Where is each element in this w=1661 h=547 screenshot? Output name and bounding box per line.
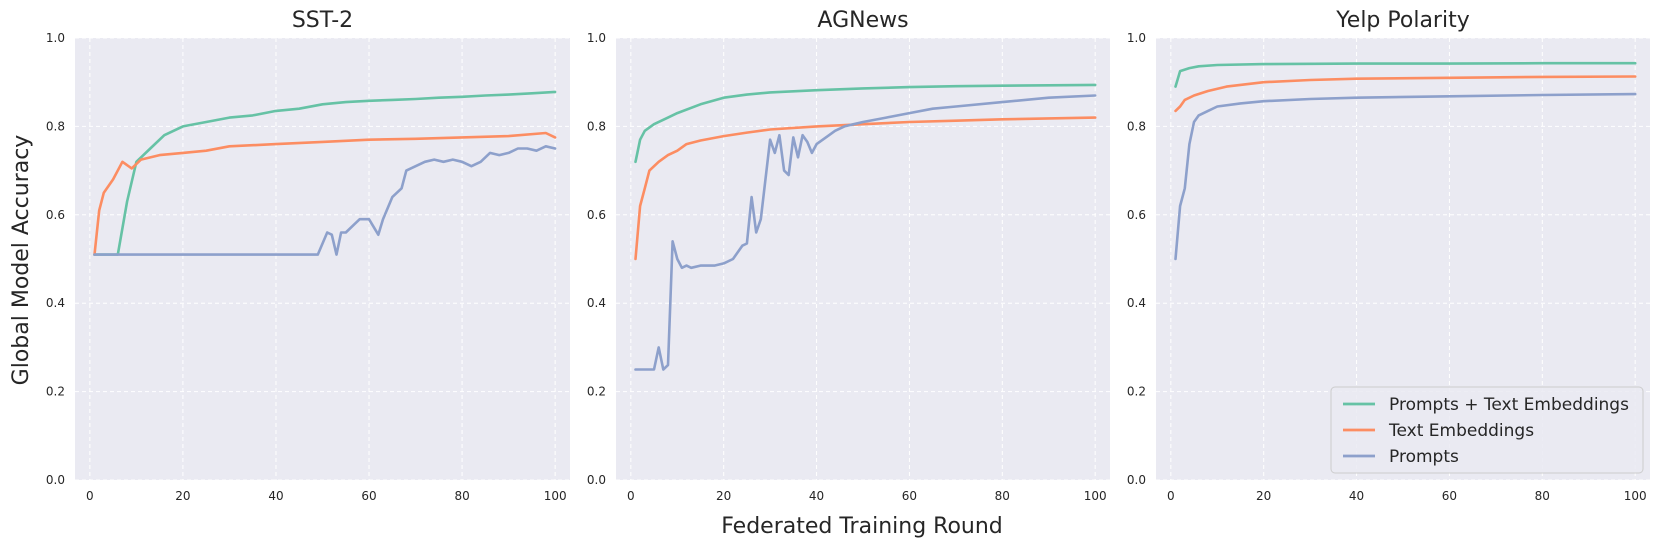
series-line-text-embeddings (1174, 75, 1637, 113)
x-tick-label: 60 (361, 489, 376, 503)
y-tick-label: 0.4 (587, 296, 606, 310)
x-tick-label: 100 (544, 489, 567, 503)
x-tick-label: 40 (1349, 489, 1364, 503)
series-line-text-embeddings (93, 131, 557, 256)
legend-box (1330, 386, 1644, 474)
x-tick-label: 60 (902, 489, 917, 503)
x-tick-label: 20 (1256, 489, 1271, 503)
legend-label: Text Embeddings (1388, 421, 1534, 441)
x-tick-label: 40 (268, 489, 283, 503)
series-line-prompts-text-embeddings (1174, 61, 1637, 88)
x-tick-label: 100 (1084, 489, 1107, 503)
legend-label: Prompts + Text Embeddings (1389, 395, 1629, 415)
y-tick-label: 0.4 (1127, 296, 1146, 310)
y-tick-label: 0.2 (46, 385, 65, 399)
plot-area (616, 38, 1110, 480)
series-line-prompts (634, 94, 1097, 371)
y-tick-label: 0.0 (1127, 473, 1146, 487)
y-tick-label: 1.0 (587, 31, 606, 45)
y-tick-label: 0.8 (1127, 119, 1146, 133)
x-tick-label: 60 (1442, 489, 1457, 503)
x-tick-label: 80 (454, 489, 469, 503)
y-tick-label: 0.6 (1127, 208, 1146, 222)
series-line-prompts-text-embeddings (634, 83, 1097, 164)
panel-title: SST-2 (292, 8, 353, 33)
x-axis-title: Federated Training Round (721, 514, 1003, 539)
series-line-text-embeddings (634, 116, 1097, 261)
panel-title: AGNews (817, 8, 908, 33)
y-tick-label: 1.0 (46, 31, 65, 45)
y-tick-label: 0.0 (587, 473, 606, 487)
y-tick-label: 0.8 (587, 119, 606, 133)
x-tick-label: 40 (809, 489, 824, 503)
y-tick-label: 0.6 (587, 208, 606, 222)
series-line-prompts-text-embeddings (93, 90, 557, 256)
series-line-prompts (93, 145, 557, 256)
legend: Prompts + Text Embeddings Text Embeddings… (1330, 386, 1644, 474)
y-tick-label: 0.2 (587, 385, 606, 399)
x-tick-label: 20 (175, 489, 190, 503)
x-tick-label: 80 (1535, 489, 1550, 503)
panel-sst-2: 0.0 0.2 0.4 0.6 0.8 1.0 0 20 40 60 80 100 SST-2 (46, 8, 570, 503)
x-tick-label: 20 (716, 489, 731, 503)
y-tick-label: 0.8 (46, 119, 65, 133)
panel-title: Yelp Polarity (1335, 8, 1469, 33)
panel-agnews: 0.0 0.2 0.4 0.6 0.8 1.0 0 20 40 60 80 100 AGNews (587, 8, 1110, 503)
x-tick-label: 80 (995, 489, 1010, 503)
y-tick-label: 0.0 (46, 473, 65, 487)
series-line-prompts (1174, 92, 1637, 261)
y-tick-label: 0.4 (46, 296, 65, 310)
x-tick-label: 100 (1624, 489, 1647, 503)
y-tick-label: 0.6 (46, 208, 65, 222)
y-axis-title: Global Model Accuracy (9, 135, 34, 386)
x-tick-label: 0 (1167, 489, 1175, 503)
x-tick-label: 0 (627, 489, 635, 503)
plot-area (75, 38, 570, 480)
legend-label: Prompts (1389, 447, 1459, 467)
y-tick-label: 0.2 (1127, 385, 1146, 399)
y-tick-label: 1.0 (1127, 31, 1146, 45)
x-tick-label: 0 (86, 489, 94, 503)
